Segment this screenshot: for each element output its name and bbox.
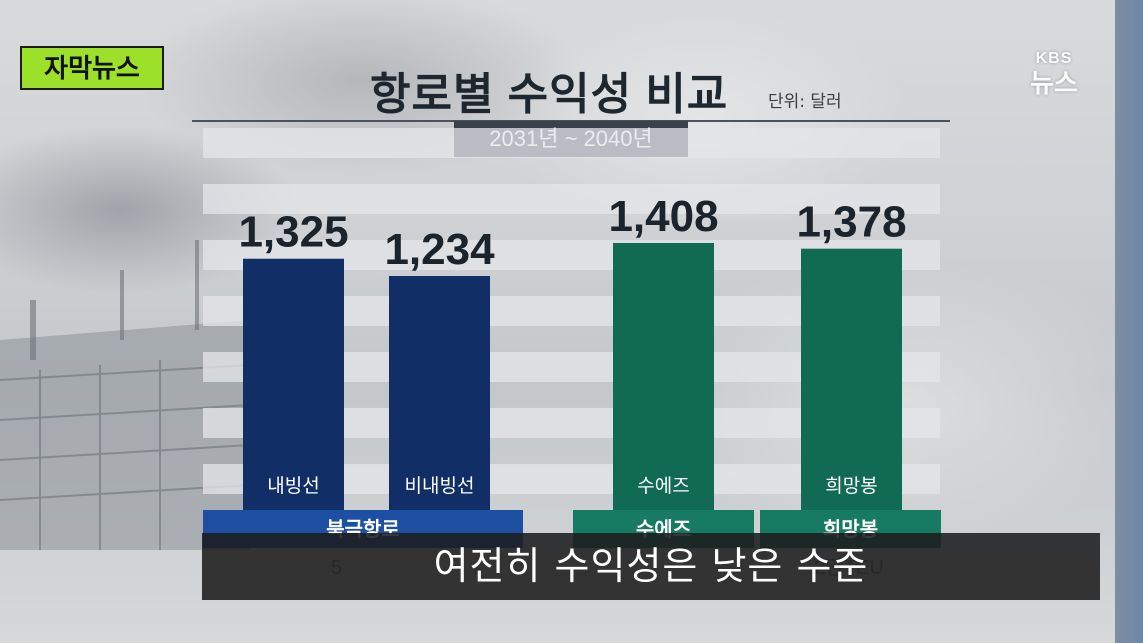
logo-line-2: 뉴스	[1030, 68, 1078, 98]
unit-label: 단위: 달러	[768, 92, 842, 112]
bar-3	[801, 248, 902, 511]
category-label-0: 내빙선	[267, 475, 319, 497]
bar-2	[613, 243, 714, 510]
bar-1	[389, 275, 490, 510]
kbs-news-logo: KBS 뉴스	[1012, 50, 1096, 110]
bar-0	[243, 258, 344, 510]
value-label-3: 1,378	[796, 198, 906, 247]
category-label-3: 희망봉	[825, 475, 877, 497]
value-label-1: 1,234	[384, 225, 495, 274]
subtitle-caption: 여전히 수익성은 낮은 수준	[433, 544, 869, 588]
value-label-2: 1,408	[608, 192, 718, 241]
ship-background-image	[0, 240, 250, 550]
category-label-2: 수에즈	[637, 475, 689, 497]
subtitle-background	[202, 533, 1100, 600]
grid-band	[203, 184, 940, 214]
value-label-0: 1,325	[238, 208, 348, 257]
logo-line-1: KBS	[1035, 50, 1073, 67]
category-label-1: 비내빙선	[405, 475, 475, 497]
news-badge: 자막뉴스	[20, 46, 164, 90]
grid-band	[203, 128, 940, 158]
chart-title: 항로별 수익성 비교	[370, 70, 729, 119]
right-edge-strip	[1115, 0, 1143, 643]
